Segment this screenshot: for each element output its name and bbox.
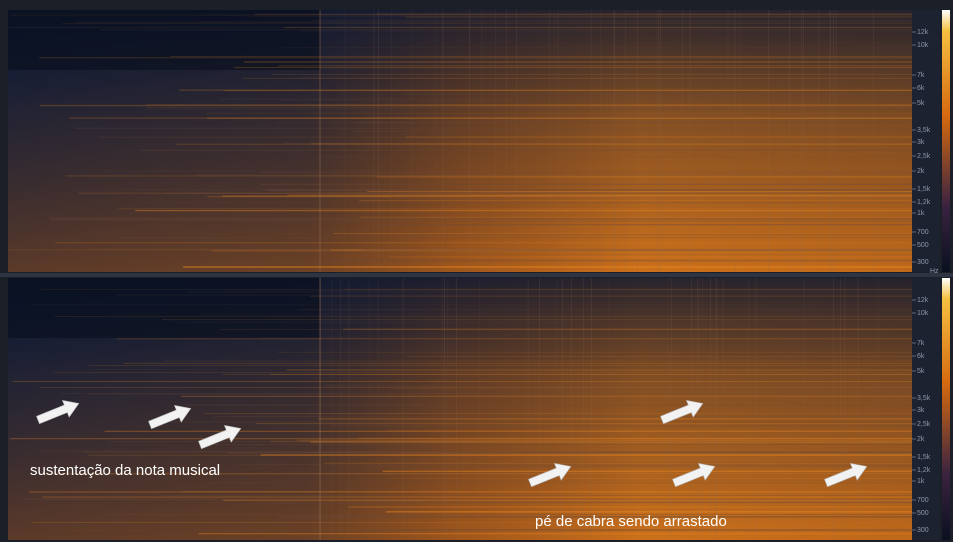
frequency-label: 300 <box>917 527 929 534</box>
frequency-label: 10k <box>917 42 929 49</box>
frequency-label: 7k <box>917 340 925 347</box>
frequency-label: 2,5k <box>917 153 931 160</box>
frequency-label: 1k <box>917 478 925 485</box>
frequency-label: 7k <box>917 72 925 79</box>
spectrogram-panel <box>8 278 940 540</box>
color-bar <box>942 10 950 272</box>
spectrogram-view: 12k 10k 7k 6k 5k 3,5k 3k 2,5k 2k 1,5k 1,2k 1k 700 500… <box>0 0 953 542</box>
frequency-label: 6k <box>917 85 925 92</box>
frequency-label: 1,2k <box>917 199 931 206</box>
frequency-label: 500 <box>917 242 929 249</box>
frequency-label: 1,5k <box>917 186 931 193</box>
frequency-label: 10k <box>917 310 929 317</box>
frequency-label: 1k <box>917 210 925 217</box>
frequency-label: 5k <box>917 368 925 375</box>
annotation: pé de cabra sendo arrastado <box>535 513 727 530</box>
frequency-label: 700 <box>917 497 929 504</box>
frequency-label: 1,2k <box>917 467 931 474</box>
frequency-label: 12k <box>917 29 929 36</box>
frequency-label: 12k <box>917 297 929 304</box>
frequency-label: 2,5k <box>917 421 931 428</box>
frequency-label: 3k <box>917 139 925 146</box>
frequency-label: 500 <box>917 510 929 517</box>
frequency-label: 5k <box>917 100 925 107</box>
frequency-label: 3,5k <box>917 127 931 134</box>
color-bar <box>942 278 950 540</box>
spectrogram-panel <box>8 10 940 272</box>
frequency-label: 2k <box>917 168 925 175</box>
frequency-label: 3,5k <box>917 395 931 402</box>
frequency-label: 3k <box>917 407 925 414</box>
annotation: sustentação da nota musical <box>30 462 220 479</box>
dark-region <box>8 278 320 338</box>
frequency-label: 700 <box>917 229 929 236</box>
frequency-label: 2k <box>917 436 925 443</box>
frequency-label: 1,5k <box>917 454 931 461</box>
frequency-label: 6k <box>917 353 925 360</box>
dark-region <box>8 10 320 70</box>
frequency-label: 300 <box>917 259 929 266</box>
